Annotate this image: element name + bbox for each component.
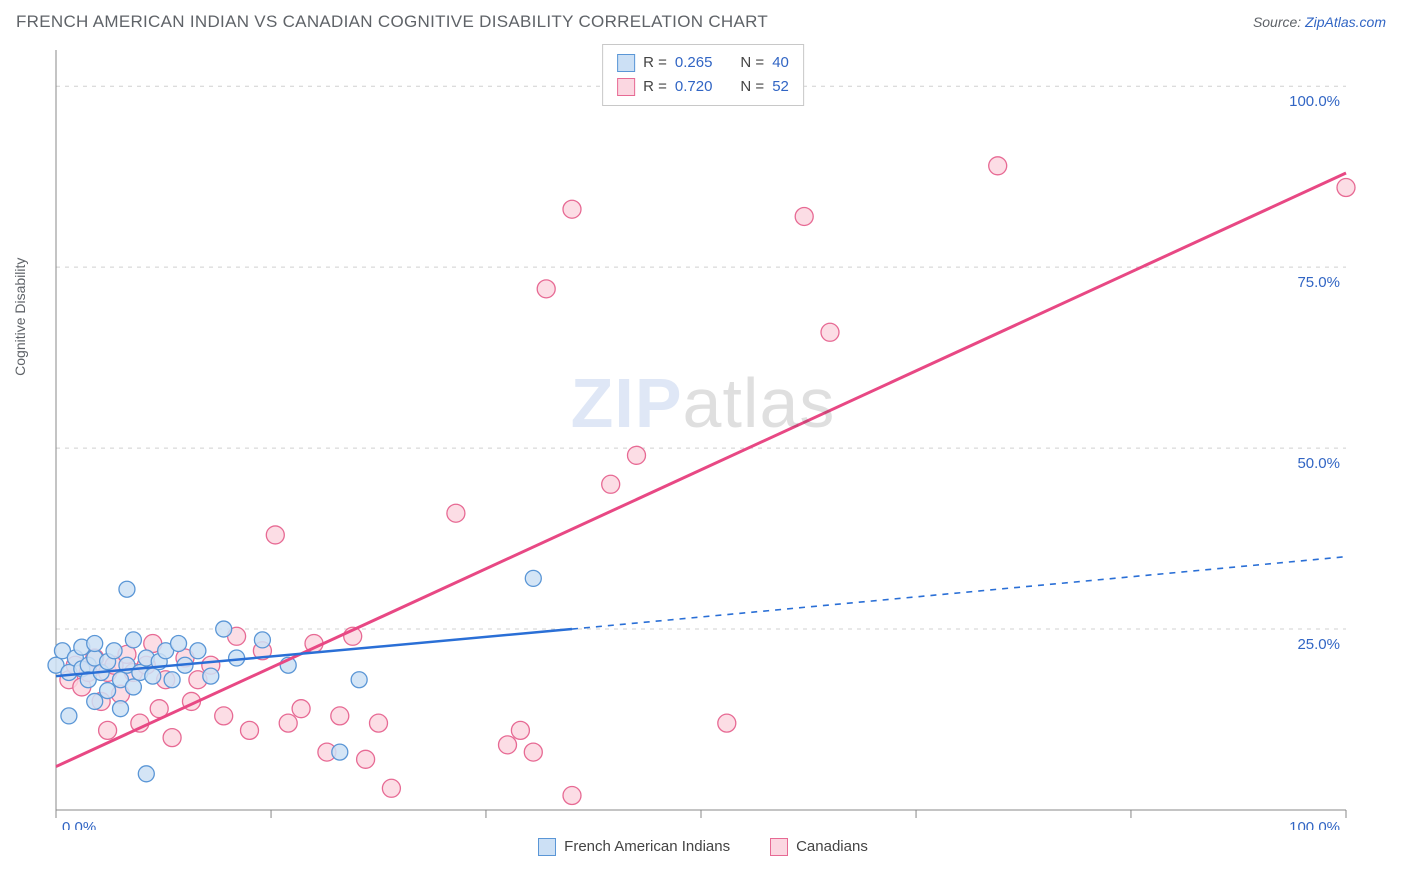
svg-text:0.0%: 0.0% <box>62 819 96 830</box>
source-prefix: Source: <box>1253 14 1305 30</box>
scatter-plot: 25.0% 50.0% 75.0% 100.0% 0.0% 100.0% <box>16 40 1366 830</box>
n-value-a: 40 <box>772 51 789 75</box>
r-label-a: R = <box>643 51 667 75</box>
source-link[interactable]: ZipAtlas.com <box>1305 14 1386 30</box>
legend-swatch-a-bottom <box>538 838 556 856</box>
chart-title: FRENCH AMERICAN INDIAN VS CANADIAN COGNI… <box>16 12 768 32</box>
n-value-b: 52 <box>772 75 789 99</box>
r-label-b: R = <box>643 75 667 99</box>
stats-row-b: R = 0.720 N = 52 <box>617 75 789 99</box>
legend-swatch-b <box>617 78 635 96</box>
svg-text:75.0%: 75.0% <box>1297 274 1340 291</box>
legend-label-b: Canadians <box>796 838 868 855</box>
svg-text:25.0%: 25.0% <box>1297 636 1340 653</box>
legend-swatch-b-bottom <box>770 838 788 856</box>
r-value-b: 0.720 <box>675 75 713 99</box>
source-attribution: Source: ZipAtlas.com <box>1253 14 1386 30</box>
legend-item-a: French American Indians <box>538 838 730 856</box>
stats-legend: R = 0.265 N = 40 R = 0.720 N = 52 <box>602 44 804 106</box>
stats-row-a: R = 0.265 N = 40 <box>617 51 789 75</box>
legend-swatch-a <box>617 54 635 72</box>
svg-text:50.0%: 50.0% <box>1297 455 1340 472</box>
chart-area: Cognitive Disability ZIPatlas 25.0%50.0%… <box>16 40 1390 830</box>
n-label-a: N = <box>740 51 764 75</box>
series-legend: French American Indians Canadians <box>0 838 1406 856</box>
y-axis-label: Cognitive Disability <box>12 258 28 376</box>
legend-item-b: Canadians <box>770 838 868 856</box>
n-label-b: N = <box>740 75 764 99</box>
r-value-a: 0.265 <box>675 51 713 75</box>
svg-text:100.0%: 100.0% <box>1289 93 1340 110</box>
svg-text:100.0%: 100.0% <box>1289 819 1340 830</box>
legend-label-a: French American Indians <box>564 838 730 855</box>
